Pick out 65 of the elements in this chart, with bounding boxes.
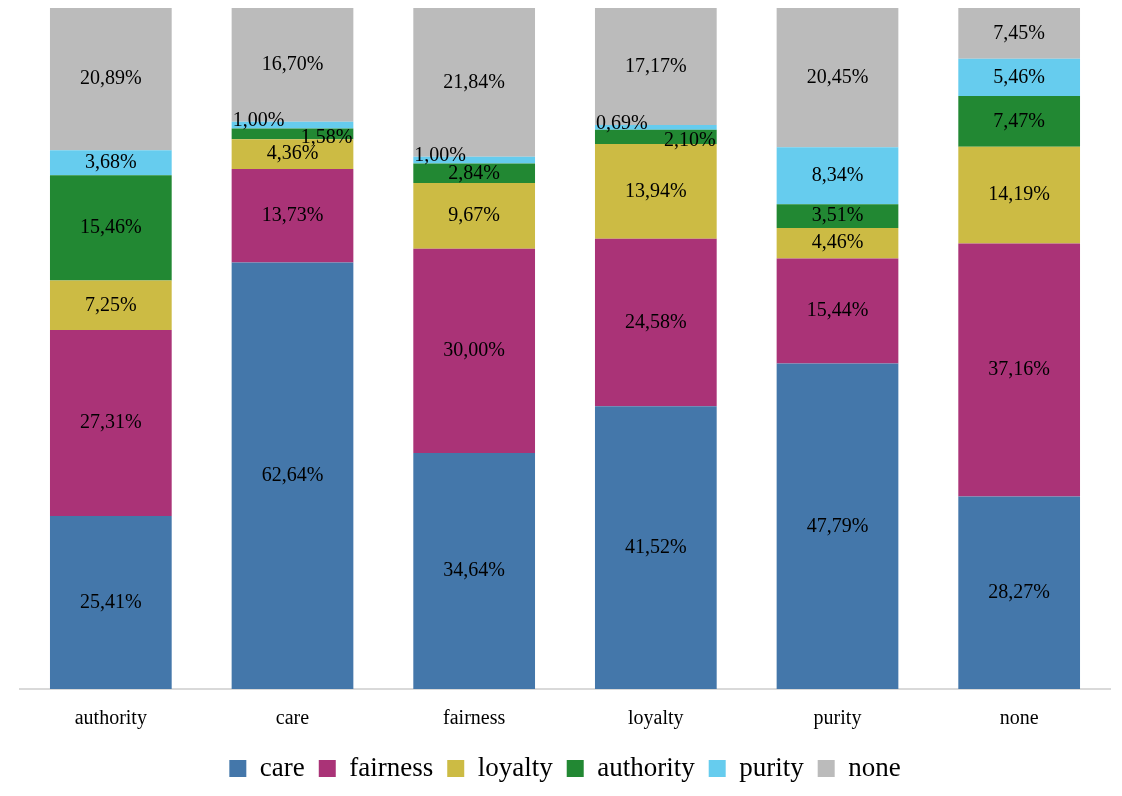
bar	[958, 243, 1081, 497]
data-label: 62,64%	[261, 462, 324, 485]
data-label: 24,58%	[625, 309, 687, 332]
bar	[231, 168, 354, 263]
data-label: 13,73%	[261, 202, 324, 225]
data-label: 3,68%	[85, 150, 137, 173]
data-label: 8,34%	[811, 162, 864, 185]
bar	[776, 147, 899, 205]
data-label: 21,84%	[443, 69, 505, 92]
data-label: 14,19%	[988, 182, 1050, 205]
legend-label: purity	[739, 751, 805, 782]
data-label: 15,44%	[806, 298, 869, 321]
legend-label: none	[848, 751, 901, 782]
data-label: 0,69%	[596, 110, 648, 133]
data-label: 41,52%	[625, 534, 687, 557]
data-label: 28,27%	[988, 579, 1050, 602]
data-label: 9,67%	[448, 203, 500, 226]
data-label: 30,00%	[443, 338, 505, 361]
x-tick-label: none	[999, 706, 1039, 729]
bar	[413, 182, 536, 249]
data-label: 25,41%	[80, 589, 142, 612]
bar	[958, 146, 1081, 244]
x-tick-label: fairness	[443, 706, 506, 729]
data-label: 16,70%	[261, 52, 324, 75]
data-label: 37,16%	[988, 357, 1050, 380]
x-tick-label: care	[275, 706, 310, 729]
bar	[958, 95, 1081, 147]
data-label: 5,46%	[993, 64, 1045, 87]
legend-label: authority	[597, 751, 696, 782]
data-label: 3,51%	[811, 203, 864, 226]
data-label: 20,45%	[806, 64, 869, 87]
data-label: 1,00%	[232, 108, 285, 131]
data-label: 7,45%	[993, 20, 1045, 43]
data-label: 13,94%	[625, 178, 687, 201]
data-label: 7,25%	[85, 292, 137, 315]
bar	[413, 248, 536, 454]
bar	[594, 238, 717, 407]
bar	[776, 8, 899, 148]
data-label: 4,46%	[811, 230, 864, 253]
data-label: 47,79%	[806, 513, 869, 536]
bar	[594, 406, 717, 689]
data-label: 34,64%	[443, 558, 505, 581]
bar	[49, 175, 172, 281]
x-tick-label: purity	[813, 706, 862, 730]
bar	[958, 8, 1081, 59]
legend-label: loyalty	[477, 751, 554, 782]
bar	[776, 258, 899, 364]
legend-label: fairness	[349, 751, 434, 782]
data-label: 27,31%	[80, 410, 142, 433]
data-label: 15,46%	[80, 215, 142, 238]
bar	[49, 8, 172, 151]
legend-label: care	[259, 751, 305, 782]
bar	[49, 280, 172, 330]
data-label: 17,17%	[625, 53, 687, 76]
x-tick-label: loyalty	[628, 706, 684, 730]
bar	[958, 58, 1081, 96]
bar	[49, 515, 172, 689]
bar	[231, 262, 354, 689]
bar	[413, 453, 536, 689]
bar	[49, 329, 172, 516]
x-tick-label: authority	[74, 706, 147, 730]
data-label: 7,47%	[993, 108, 1045, 131]
bar	[776, 363, 899, 689]
bar	[958, 496, 1081, 689]
data-label: 20,89%	[80, 66, 142, 89]
